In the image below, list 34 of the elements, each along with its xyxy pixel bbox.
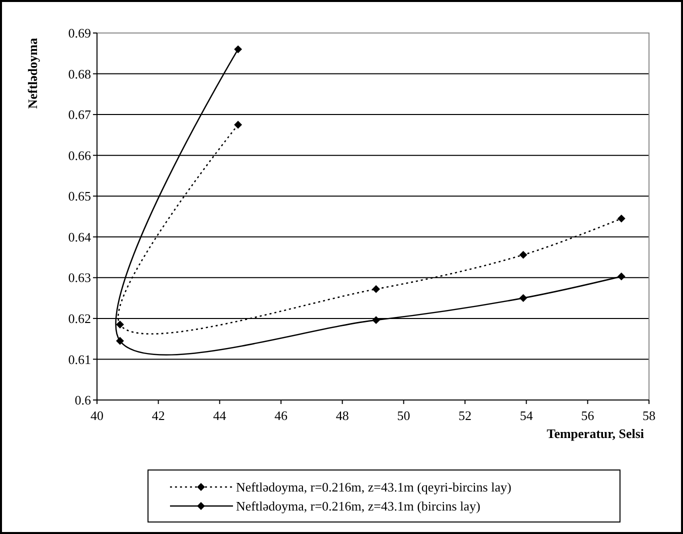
y-tick-label: 0.69	[68, 26, 91, 41]
x-tick-label: 48	[336, 408, 349, 423]
y-tick-label: 0.64	[68, 229, 92, 244]
legend-label: Neftlədoyma, r=0.216m, z=43.1m (qeyri-bircins lay)	[236, 480, 512, 495]
point	[116, 320, 124, 329]
point	[519, 294, 528, 302]
point	[617, 214, 626, 222]
y-tick-label: 0.68	[68, 66, 91, 82]
y-tick-label: 0.62	[68, 310, 91, 326]
point	[116, 336, 124, 345]
x-tick-label: 42	[152, 408, 165, 423]
y-tick-label: 0.67	[68, 107, 92, 122]
y-tick-label: 0.61	[68, 352, 91, 367]
x-axis-title: Temperatur, Selsi	[546, 426, 644, 441]
x-tick-label: 58	[642, 408, 656, 423]
x-tick-label: 44	[213, 408, 227, 423]
point	[372, 285, 380, 294]
point	[519, 250, 528, 259]
point	[372, 316, 380, 324]
legend-label: Neftlədoyma, r=0.216m, z=43.1m (bircins lay)	[236, 498, 480, 514]
x-tick-label: 46	[274, 408, 288, 423]
y-tick-label: 0.63	[68, 270, 91, 286]
y-axis-title: Neftlədoyma	[25, 38, 40, 109]
x-tick-label: 54	[520, 408, 534, 423]
x-tick-label: 40	[90, 408, 104, 423]
y-tick-label: 0.66	[68, 148, 92, 163]
point	[234, 45, 242, 54]
point	[234, 120, 242, 129]
point	[617, 272, 626, 280]
y-tick-label: 0.65	[68, 188, 91, 204]
x-tick-label: 52	[458, 408, 472, 423]
x-tick-label: 56	[581, 408, 595, 423]
x-tick-label: 50	[397, 408, 410, 423]
y-tick-label: 0.6	[74, 392, 92, 408]
